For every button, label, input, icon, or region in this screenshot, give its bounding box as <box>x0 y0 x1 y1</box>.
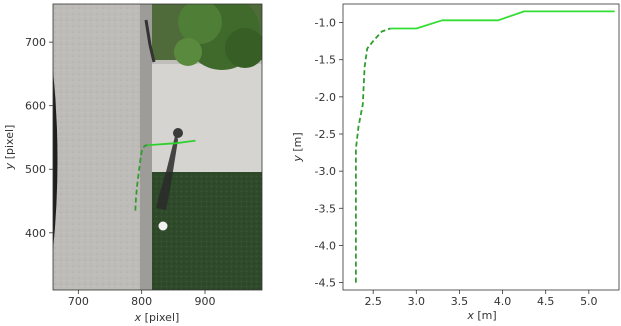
right-panel: 2.5 3.0 3.5 4.0 4.5 5.0 -1.0 -1.5 -2.0 -2.5 -3.0 -3… <box>291 3 620 322</box>
left-xtick-label: 900 <box>195 295 216 308</box>
left-xtick-label: 800 <box>131 295 152 308</box>
left-panel: 700 800 900 400 500 600 700 x [pixel] y [pixel… <box>3 3 263 324</box>
left-ytick-label: 700 <box>25 36 46 49</box>
right-ytick-label: -4.0 <box>315 239 336 252</box>
right-ytick-label: -4.5 <box>315 277 336 290</box>
aerial-image <box>53 4 262 290</box>
left-axes-frame <box>52 3 263 291</box>
right-ytick-label: -1.0 <box>315 17 336 30</box>
left-xlabel: x [pixel] <box>134 311 180 324</box>
right-xlabel: x [m] <box>466 309 496 322</box>
right-series-solid-line <box>390 10 615 30</box>
right-ytick-label: -2.0 <box>315 91 336 104</box>
right-ytick-label: -2.5 <box>315 128 336 141</box>
right-trajectory <box>355 10 615 283</box>
left-xtick-label: 700 <box>68 295 89 308</box>
right-ylabel: y [m] <box>291 132 304 162</box>
right-xtick-label: 2.5 <box>364 295 382 308</box>
right-ytick-label: -3.5 <box>315 202 336 215</box>
right-ytick-label: -1.5 <box>315 54 336 67</box>
left-trajectory <box>134 139 196 211</box>
right-xtick-label: 5.0 <box>580 295 598 308</box>
left-series-solid-line <box>147 139 196 146</box>
right-xtick-label: 3.5 <box>451 295 469 308</box>
right-xtick-label: 4.5 <box>537 295 555 308</box>
left-ticks: 700 800 900 400 500 600 700 <box>25 36 216 308</box>
left-ylabel: y [pixel] <box>3 125 16 171</box>
right-xtick-label: 4.0 <box>494 295 512 308</box>
left-ytick-label: 500 <box>25 163 46 176</box>
left-series-dashed-line <box>134 144 149 211</box>
right-ytick-label: -3.0 <box>315 165 336 178</box>
right-axes-frame <box>342 3 620 291</box>
right-series-dashed-line <box>355 27 391 283</box>
right-ticks: 2.5 3.0 3.5 4.0 4.5 5.0 -1.0 -1.5 -2.0 -2.5 -3.0 -3… <box>315 17 598 308</box>
right-xtick-label: 3.0 <box>408 295 426 308</box>
left-ytick-label: 600 <box>25 100 46 113</box>
left-ytick-label: 400 <box>25 227 46 240</box>
